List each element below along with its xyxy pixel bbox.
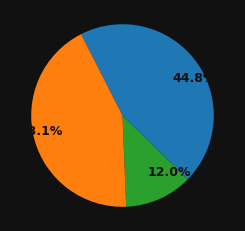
Text: 43.1%: 43.1% [19,125,62,138]
Wedge shape [81,24,214,179]
Wedge shape [31,34,126,207]
Text: 44.8%: 44.8% [172,72,216,85]
Wedge shape [122,116,188,207]
Text: 12.0%: 12.0% [148,166,191,179]
